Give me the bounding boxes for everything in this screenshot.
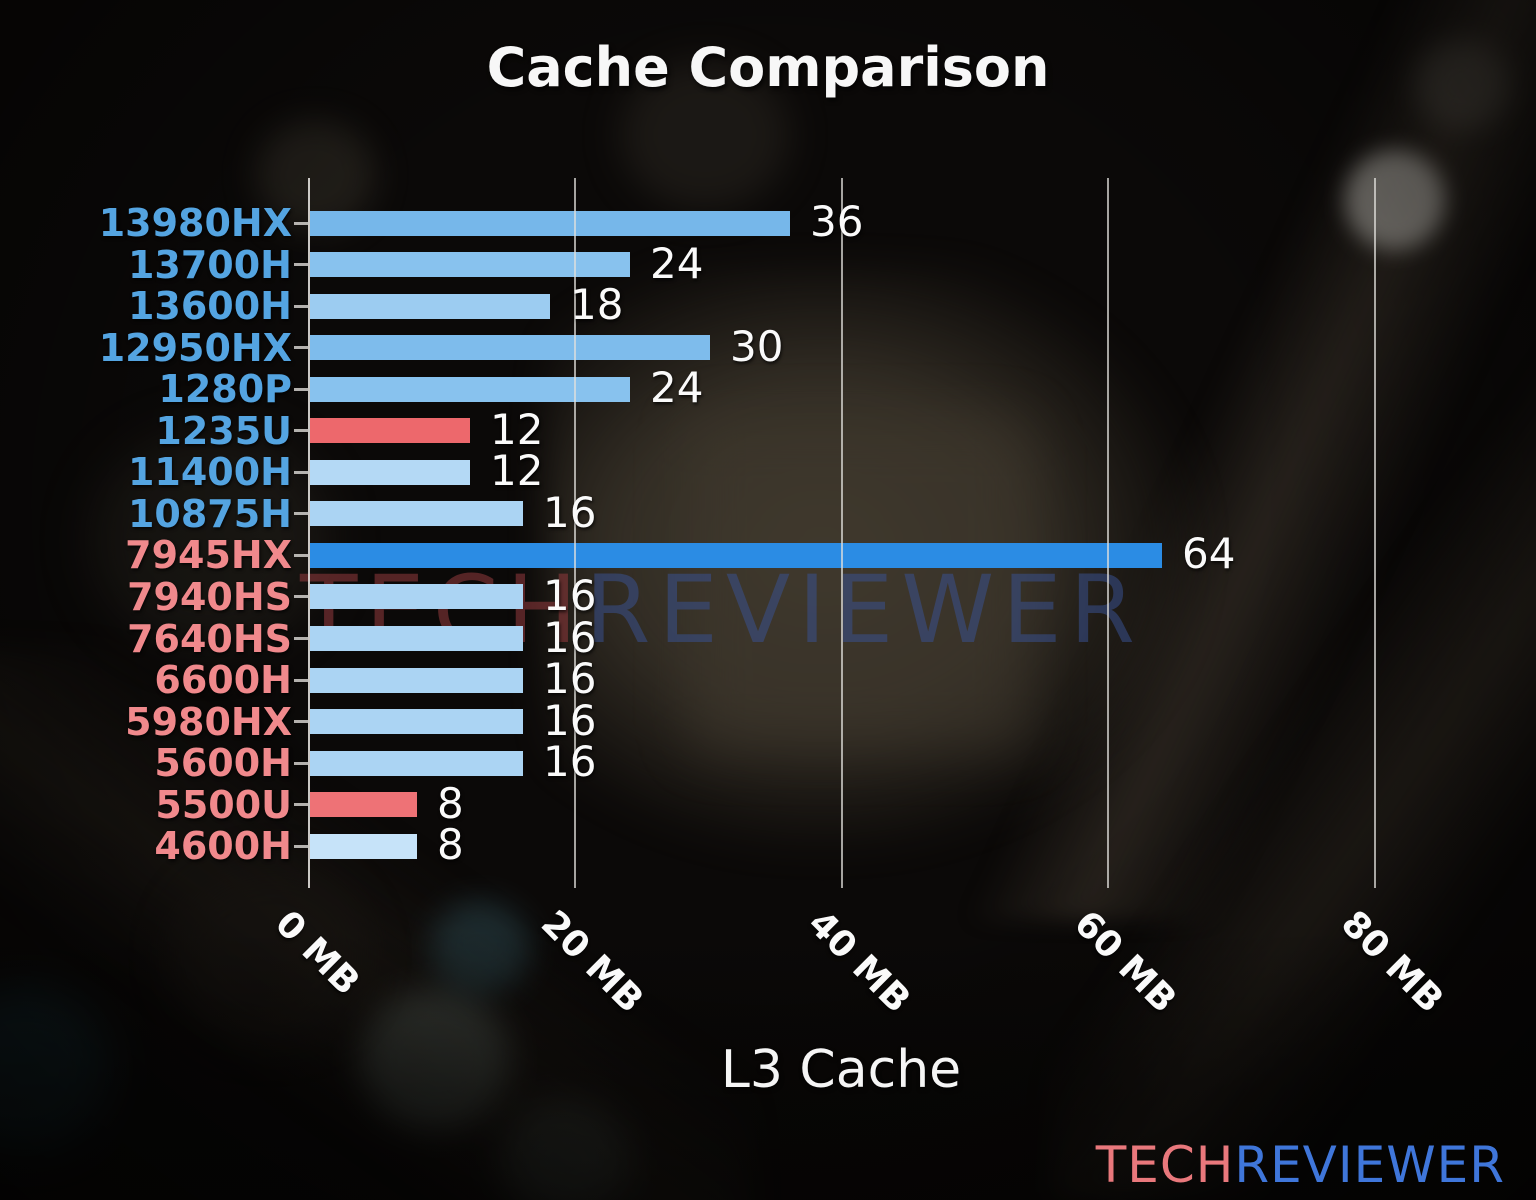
cpu-label-1235U: 1235U	[155, 408, 292, 453]
y-tick-mark	[294, 637, 308, 640]
cpu-label-11400H: 11400H	[127, 450, 292, 495]
y-tick-mark	[294, 387, 308, 391]
cpu-label-5600H: 5600H	[154, 741, 292, 786]
y-tick-mark	[294, 221, 308, 225]
y-tick-mark	[294, 304, 308, 308]
logo-tech-text: TECH	[1095, 1136, 1235, 1194]
value-label-5600H: 16	[543, 737, 597, 787]
y-tick-mark	[294, 844, 308, 848]
bar-1235U	[310, 418, 470, 444]
value-label-1280P: 24	[650, 363, 704, 413]
cpu-label-5500U: 5500U	[155, 782, 292, 827]
cpu-label-7640HS: 7640HS	[127, 616, 292, 661]
bar-12950HX	[310, 335, 710, 361]
gridline-40	[841, 178, 843, 888]
bar-7940HS	[310, 584, 523, 610]
logo-reviewer-text: REVIEWER	[1234, 1136, 1505, 1194]
watermark-reviewer-text: REVIEWER	[585, 556, 1143, 665]
y-tick-mark	[294, 720, 308, 724]
value-label-12950HX: 30	[730, 321, 784, 371]
cpu-label-1280P: 1280P	[158, 367, 292, 412]
y-tick-mark	[294, 803, 308, 807]
cpu-label-7940HS: 7940HS	[127, 574, 292, 619]
y-tick-mark	[294, 470, 308, 474]
value-label-11400H: 12	[490, 446, 544, 496]
y-tick-mark	[294, 678, 308, 682]
cpu-label-6600H: 6600H	[154, 658, 292, 703]
cpu-label-7945HX: 7945HX	[125, 533, 292, 578]
cpu-label-5980HX: 5980HX	[125, 699, 292, 744]
value-label-5500U: 8	[437, 778, 464, 828]
y-tick-mark	[294, 595, 308, 599]
bar-7640HS	[310, 626, 523, 651]
value-label-5980HX: 16	[543, 695, 597, 745]
y-tick-mark	[294, 263, 308, 267]
bar-5500U	[310, 792, 417, 818]
y-tick-mark	[294, 761, 308, 765]
bar-7945HX	[310, 542, 1162, 568]
value-label-6600H: 16	[543, 654, 597, 704]
y-axis-spine	[308, 178, 310, 888]
techreviewer-logo: TECHREVIEWER	[1096, 1136, 1505, 1194]
value-label-13980HX: 36	[810, 197, 864, 246]
y-tick-mark	[294, 346, 308, 350]
value-label-10875H: 16	[543, 487, 597, 537]
value-label-7640HS: 16	[543, 612, 597, 662]
value-label-4600H: 8	[437, 820, 464, 870]
cpu-label-13600H: 13600H	[127, 284, 292, 329]
bar-1280P	[310, 376, 630, 402]
chart-title: Cache Comparison	[486, 36, 1050, 99]
techreviewer-watermark: TECHREVIEWER	[300, 556, 1143, 665]
bar-6600H	[310, 667, 523, 693]
cpu-label-12950HX: 12950HX	[98, 325, 292, 370]
y-tick-mark	[294, 429, 308, 433]
gridline-20	[574, 178, 576, 888]
value-label-7940HS: 16	[543, 570, 597, 620]
value-label-1235U: 12	[490, 404, 544, 454]
cpu-label-10875H: 10875H	[127, 491, 292, 536]
bar-13700H	[310, 252, 630, 278]
cpu-label-13980HX: 13980HX	[98, 201, 292, 245]
bar-11400H	[310, 459, 470, 485]
bar-13600H	[310, 293, 550, 319]
x-axis-label: L3 Cache	[720, 1040, 962, 1100]
value-label-13600H: 18	[570, 280, 624, 330]
bar-10875H	[310, 501, 523, 527]
y-tick-mark	[294, 512, 308, 516]
gridline-80	[1374, 178, 1376, 888]
cpu-label-4600H: 4600H	[154, 824, 292, 869]
value-label-7945HX: 64	[1182, 529, 1236, 579]
bar-4600H	[310, 833, 417, 859]
bar-5980HX	[310, 709, 523, 735]
cpu-label-13700H: 13700H	[127, 242, 292, 287]
gridline-60	[1107, 178, 1109, 888]
y-tick-mark	[294, 553, 308, 557]
value-label-13700H: 24	[650, 238, 704, 288]
bar-13980HX	[310, 210, 790, 236]
bar-5600H	[310, 750, 523, 776]
